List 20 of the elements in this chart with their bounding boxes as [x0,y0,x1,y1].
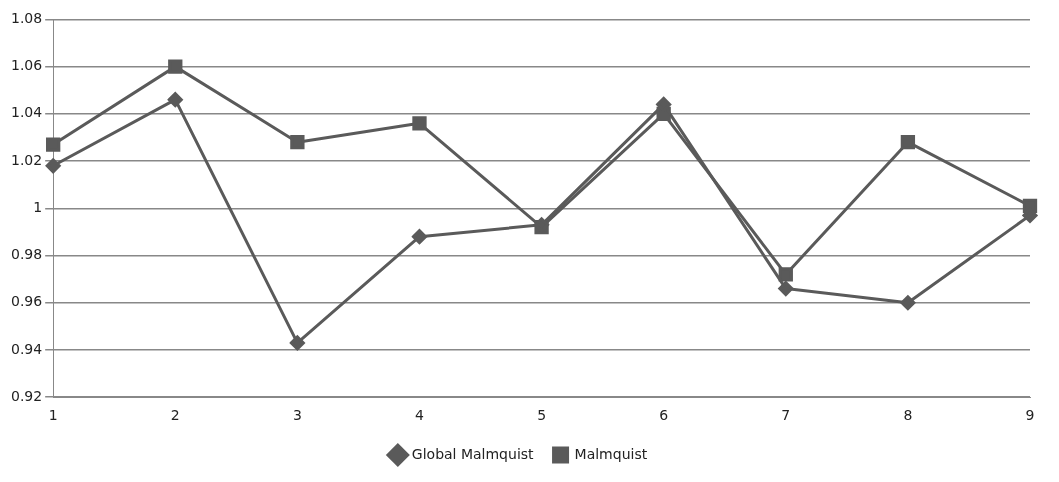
y-tick-label: 0.94 [11,340,43,357]
x-tick-label: 8 [903,407,913,424]
x-tick-label: 9 [1025,407,1035,424]
y-tick-label: 1 [33,198,43,215]
x-tick-label: 2 [170,407,180,424]
legend-label: Malmquist [574,445,648,462]
y-tick-label: 0.96 [11,293,43,310]
x-tick-label: 3 [292,407,302,424]
x-tick-label: 5 [537,407,547,424]
x-tick-label: 7 [781,407,791,424]
x-tick-label: 1 [48,407,58,424]
y-tick-label: 1.06 [11,57,43,74]
legend-label: Global Malmquist [411,445,535,462]
y-tick-label: 0.98 [11,246,43,263]
y-tick-label: 1.02 [11,151,43,168]
y-tick-label: 0.92 [11,387,43,404]
x-tick-label: 4 [415,407,425,424]
x-tick-label: 6 [659,407,669,424]
y-tick-label: 1.08 [11,10,43,27]
y-tick-label: 1.04 [11,104,43,121]
